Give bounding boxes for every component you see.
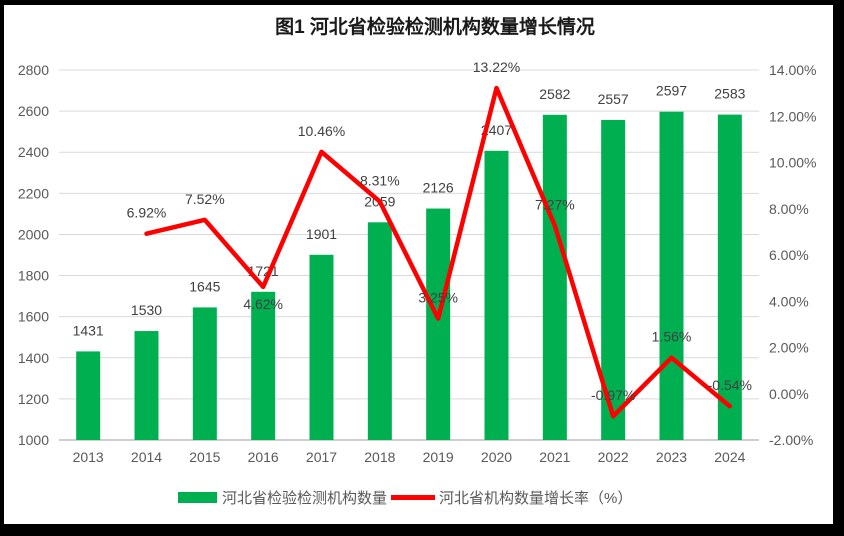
right-axis-tick: 8.00% xyxy=(769,201,809,217)
chart-title: 图1 河北省检验检测机构数量增长情况 xyxy=(275,15,595,38)
right-axis-tick: 6.00% xyxy=(769,247,809,263)
rate-value-label: 10.46% xyxy=(298,123,345,139)
rate-value-label: 7.27% xyxy=(535,197,575,213)
bar xyxy=(76,351,101,440)
bar-value-label: 2557 xyxy=(598,91,629,107)
line-series xyxy=(144,85,733,419)
legend-bar-swatch xyxy=(178,492,217,503)
left-axis-tick: 2800 xyxy=(18,62,49,78)
bar-value-label: 2597 xyxy=(656,83,687,99)
rate-value-label: 13.22% xyxy=(473,59,520,75)
left-axis-tick: 1800 xyxy=(18,268,49,284)
x-axis-category: 2022 xyxy=(598,449,629,465)
bar-value-label: 2583 xyxy=(714,86,745,102)
bar-value-label: 1431 xyxy=(73,322,104,338)
x-axis-category: 2019 xyxy=(423,449,454,465)
left-axis-tick: 2400 xyxy=(18,144,49,160)
x-axis-category: 2023 xyxy=(656,449,687,465)
right-axis-tick: -2.00% xyxy=(769,432,813,448)
bar xyxy=(717,114,742,440)
rate-value-label: 1.56% xyxy=(652,329,692,345)
bar xyxy=(484,150,509,441)
x-axis-category: 2016 xyxy=(248,449,279,465)
x-axis-category: 2021 xyxy=(539,449,570,465)
rate-value-label: -0.54% xyxy=(708,377,752,393)
frame-border-top xyxy=(0,0,844,5)
rate-value-label: 4.62% xyxy=(243,296,283,312)
right-axis-tick: 4.00% xyxy=(769,293,809,309)
left-axis-tick: 1200 xyxy=(18,391,49,407)
left-axis-tick-labels: 1000 1200 1400 1600 1800 2000 2200 2400 2600 2800 xyxy=(18,62,49,448)
right-axis-tick: 14.00% xyxy=(769,62,816,78)
frame-border-right xyxy=(833,0,844,536)
legend: 河北省检验检测机构数量 河北省机构数量增长率（%） xyxy=(178,490,632,507)
bar-value-label: 1901 xyxy=(306,226,337,242)
bar xyxy=(426,208,451,440)
bar xyxy=(309,254,334,440)
left-axis-tick: 2000 xyxy=(18,226,49,242)
bar-value-label: 1530 xyxy=(131,302,162,318)
left-axis-tick: 1400 xyxy=(18,350,49,366)
line-data-labels: 6.92% 7.52% 4.62% 10.46% 8.31% 3.25% 13.22% 7.2… xyxy=(127,59,752,403)
right-axis-tick-labels: -2.00% 0.00% 2.00% 4.00% 6.00% 8.00% 10.00% 12.… xyxy=(769,62,816,448)
frame-border-left xyxy=(0,0,4,536)
x-axis-category: 2024 xyxy=(714,449,745,465)
right-axis-tick: 2.00% xyxy=(769,340,809,356)
left-axis-tick: 1600 xyxy=(18,309,49,325)
left-axis-tick: 2600 xyxy=(18,103,49,119)
gridlines xyxy=(59,69,759,441)
rate-value-label: 6.92% xyxy=(127,205,167,221)
legend-line-label: 河北省机构数量增长率（%） xyxy=(439,490,632,507)
bar-value-label: 1645 xyxy=(189,278,220,294)
x-axis-category: 2014 xyxy=(131,449,162,465)
rate-value-label: 8.31% xyxy=(360,173,400,189)
x-axis-category: 2017 xyxy=(306,449,337,465)
x-axis-category-labels: 2013 2014 2015 2016 2017 2018 2019 2020 2021 2022… xyxy=(73,449,746,465)
x-axis-category: 2013 xyxy=(73,449,104,465)
bar-value-label: 2126 xyxy=(423,180,454,196)
left-axis-tick: 1000 xyxy=(18,432,49,448)
right-axis-tick: 0.00% xyxy=(769,386,809,402)
bar xyxy=(542,114,567,441)
rate-line-path xyxy=(144,85,733,419)
left-axis-tick: 2200 xyxy=(18,185,49,201)
rate-value-label: 3.25% xyxy=(418,290,458,306)
bar xyxy=(367,222,392,440)
frame-border-bottom xyxy=(0,524,844,536)
x-axis-category: 2018 xyxy=(364,449,395,465)
bar xyxy=(192,307,217,440)
rate-value-label: 7.52% xyxy=(185,191,225,207)
x-axis-category: 2015 xyxy=(189,449,220,465)
right-axis-tick: 10.00% xyxy=(769,155,816,171)
bar xyxy=(659,111,684,440)
rate-value-label: -0.97% xyxy=(591,387,635,403)
bar xyxy=(134,331,159,440)
x-axis-category: 2020 xyxy=(481,449,512,465)
bar-value-label: 2582 xyxy=(539,86,570,102)
legend-bar-label: 河北省检验检测机构数量 xyxy=(222,490,387,507)
bar xyxy=(251,291,276,440)
right-axis-tick: 12.00% xyxy=(769,108,816,124)
